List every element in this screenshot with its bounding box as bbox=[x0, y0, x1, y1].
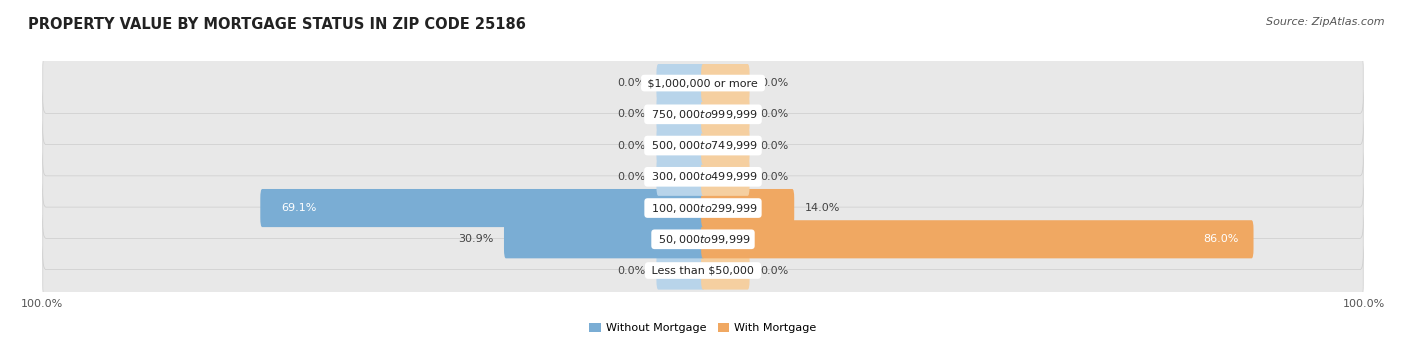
FancyBboxPatch shape bbox=[503, 220, 704, 258]
Text: 0.0%: 0.0% bbox=[617, 78, 645, 88]
Text: 0.0%: 0.0% bbox=[761, 172, 789, 182]
Text: Less than $50,000: Less than $50,000 bbox=[648, 266, 758, 275]
Text: PROPERTY VALUE BY MORTGAGE STATUS IN ZIP CODE 25186: PROPERTY VALUE BY MORTGAGE STATUS IN ZIP… bbox=[28, 17, 526, 32]
FancyBboxPatch shape bbox=[42, 240, 1364, 301]
FancyBboxPatch shape bbox=[42, 84, 1364, 144]
FancyBboxPatch shape bbox=[260, 189, 704, 227]
Text: $750,000 to $999,999: $750,000 to $999,999 bbox=[648, 108, 758, 121]
Text: 69.1%: 69.1% bbox=[281, 203, 316, 213]
Text: 100.0%: 100.0% bbox=[21, 299, 63, 309]
Text: 0.0%: 0.0% bbox=[761, 109, 789, 119]
Text: 14.0%: 14.0% bbox=[806, 203, 841, 213]
Text: 0.0%: 0.0% bbox=[617, 266, 645, 275]
FancyBboxPatch shape bbox=[42, 178, 1364, 238]
Text: 0.0%: 0.0% bbox=[617, 172, 645, 182]
Text: 0.0%: 0.0% bbox=[761, 140, 789, 151]
Text: Source: ZipAtlas.com: Source: ZipAtlas.com bbox=[1267, 17, 1385, 27]
FancyBboxPatch shape bbox=[702, 95, 749, 133]
FancyBboxPatch shape bbox=[42, 53, 1364, 113]
FancyBboxPatch shape bbox=[657, 252, 704, 290]
Text: $1,000,000 or more: $1,000,000 or more bbox=[644, 78, 762, 88]
Text: 0.0%: 0.0% bbox=[617, 140, 645, 151]
FancyBboxPatch shape bbox=[657, 95, 704, 133]
FancyBboxPatch shape bbox=[657, 158, 704, 196]
FancyBboxPatch shape bbox=[42, 209, 1364, 270]
Text: 100.0%: 100.0% bbox=[1343, 299, 1385, 309]
Text: $100,000 to $299,999: $100,000 to $299,999 bbox=[648, 202, 758, 215]
Text: 0.0%: 0.0% bbox=[617, 109, 645, 119]
Text: $300,000 to $499,999: $300,000 to $499,999 bbox=[648, 170, 758, 183]
Text: 30.9%: 30.9% bbox=[458, 234, 494, 244]
FancyBboxPatch shape bbox=[42, 115, 1364, 176]
FancyBboxPatch shape bbox=[42, 147, 1364, 207]
FancyBboxPatch shape bbox=[702, 220, 1254, 258]
Text: $500,000 to $749,999: $500,000 to $749,999 bbox=[648, 139, 758, 152]
Text: 0.0%: 0.0% bbox=[761, 266, 789, 275]
FancyBboxPatch shape bbox=[702, 64, 749, 102]
FancyBboxPatch shape bbox=[702, 158, 749, 196]
Text: 86.0%: 86.0% bbox=[1204, 234, 1239, 244]
FancyBboxPatch shape bbox=[702, 126, 749, 165]
FancyBboxPatch shape bbox=[657, 64, 704, 102]
Text: 0.0%: 0.0% bbox=[761, 78, 789, 88]
Text: $50,000 to $99,999: $50,000 to $99,999 bbox=[655, 233, 751, 246]
Legend: Without Mortgage, With Mortgage: Without Mortgage, With Mortgage bbox=[585, 319, 821, 338]
FancyBboxPatch shape bbox=[657, 126, 704, 165]
FancyBboxPatch shape bbox=[702, 189, 794, 227]
FancyBboxPatch shape bbox=[702, 252, 749, 290]
